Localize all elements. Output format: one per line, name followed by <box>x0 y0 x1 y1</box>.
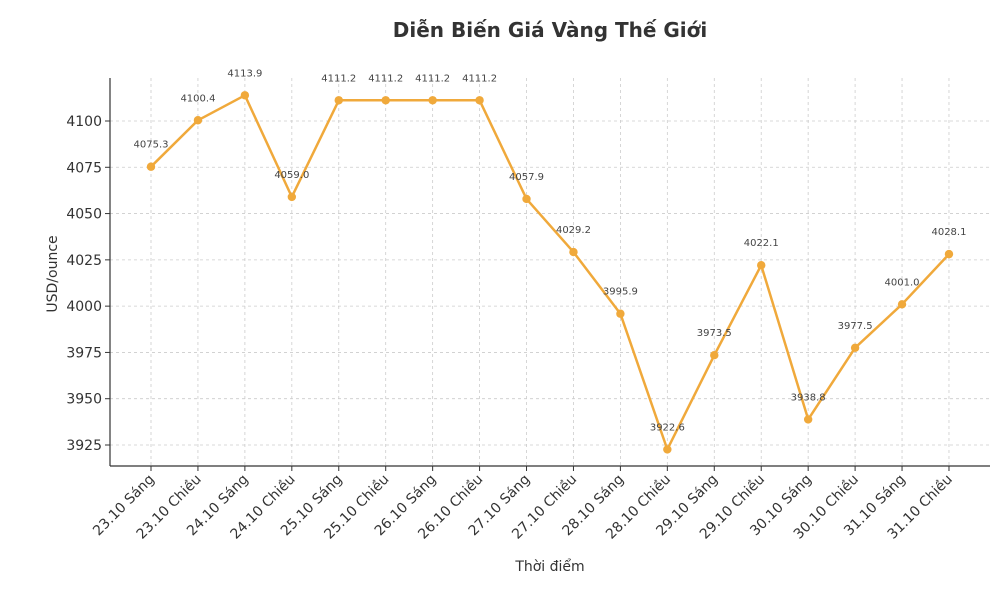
y-tick-label: 4075 <box>66 160 102 176</box>
data-point-marker <box>381 96 390 105</box>
data-point-label: 3938.8 <box>791 392 826 403</box>
y-tick-label: 4000 <box>66 299 102 315</box>
y-tick-label: 4025 <box>66 253 102 269</box>
chart-title: Diễn Biến Giá Vàng Thế Giới <box>393 18 708 42</box>
data-point-marker <box>428 96 437 105</box>
y-tick-label: 3975 <box>66 345 102 361</box>
data-point-marker <box>710 351 719 360</box>
data-point-label: 4111.2 <box>368 73 403 84</box>
data-labels: 4075.3 4100.4 4113.9 4059.0 4111.2 4111.2 4111… <box>134 68 967 433</box>
data-point-label: 4100.4 <box>180 93 215 104</box>
data-point-marker <box>569 247 578 257</box>
data-point-label: 4111.2 <box>462 73 497 84</box>
data-point-marker <box>803 415 813 424</box>
data-point-label: 4111.2 <box>415 73 450 84</box>
data-point-marker <box>287 192 297 202</box>
data-point-label: 4029.2 <box>556 225 591 236</box>
data-point-label: 3973.5 <box>697 328 732 339</box>
data-point-marker <box>663 445 672 454</box>
grid-lines <box>110 78 990 466</box>
y-axis-label: USD/ounce <box>45 235 61 312</box>
data-point-label: 4059.0 <box>274 170 309 181</box>
y-tick-label: 4050 <box>66 207 102 223</box>
data-point-label: 4022.1 <box>744 238 779 249</box>
data-point-marker <box>616 309 625 318</box>
data-point-label: 4113.9 <box>227 68 262 79</box>
data-point-marker <box>944 249 954 259</box>
data-point-marker <box>193 116 203 125</box>
data-point-marker <box>850 343 860 352</box>
data-point-label: 4001.0 <box>885 277 920 288</box>
data-point-label: 4028.1 <box>931 227 966 238</box>
axes <box>109 78 990 467</box>
data-point-label: 3922.6 <box>650 422 685 433</box>
data-point-label: 3977.5 <box>838 321 873 332</box>
data-point-label: 4075.3 <box>134 140 169 151</box>
series-line <box>150 94 950 451</box>
data-point-marker <box>475 96 484 105</box>
y-tick-label: 3925 <box>66 438 102 454</box>
data-point-marker <box>897 300 907 309</box>
data-point-label: 4057.9 <box>509 172 544 183</box>
data-point-marker <box>240 91 250 100</box>
data-point-marker <box>146 162 156 171</box>
y-axis-ticks: 3925 3950 3975 4000 4025 4050 4075 4100 <box>66 114 110 454</box>
x-axis-label: Thời điểm <box>514 558 584 575</box>
data-point-marker <box>757 261 766 270</box>
data-point-label: 3995.9 <box>603 287 638 298</box>
data-point-marker <box>334 96 343 105</box>
data-point-marker <box>522 194 531 204</box>
data-series <box>146 91 954 454</box>
data-point-label: 4111.2 <box>321 73 356 84</box>
y-tick-label: 4100 <box>66 114 102 130</box>
y-tick-label: 3950 <box>66 392 102 408</box>
